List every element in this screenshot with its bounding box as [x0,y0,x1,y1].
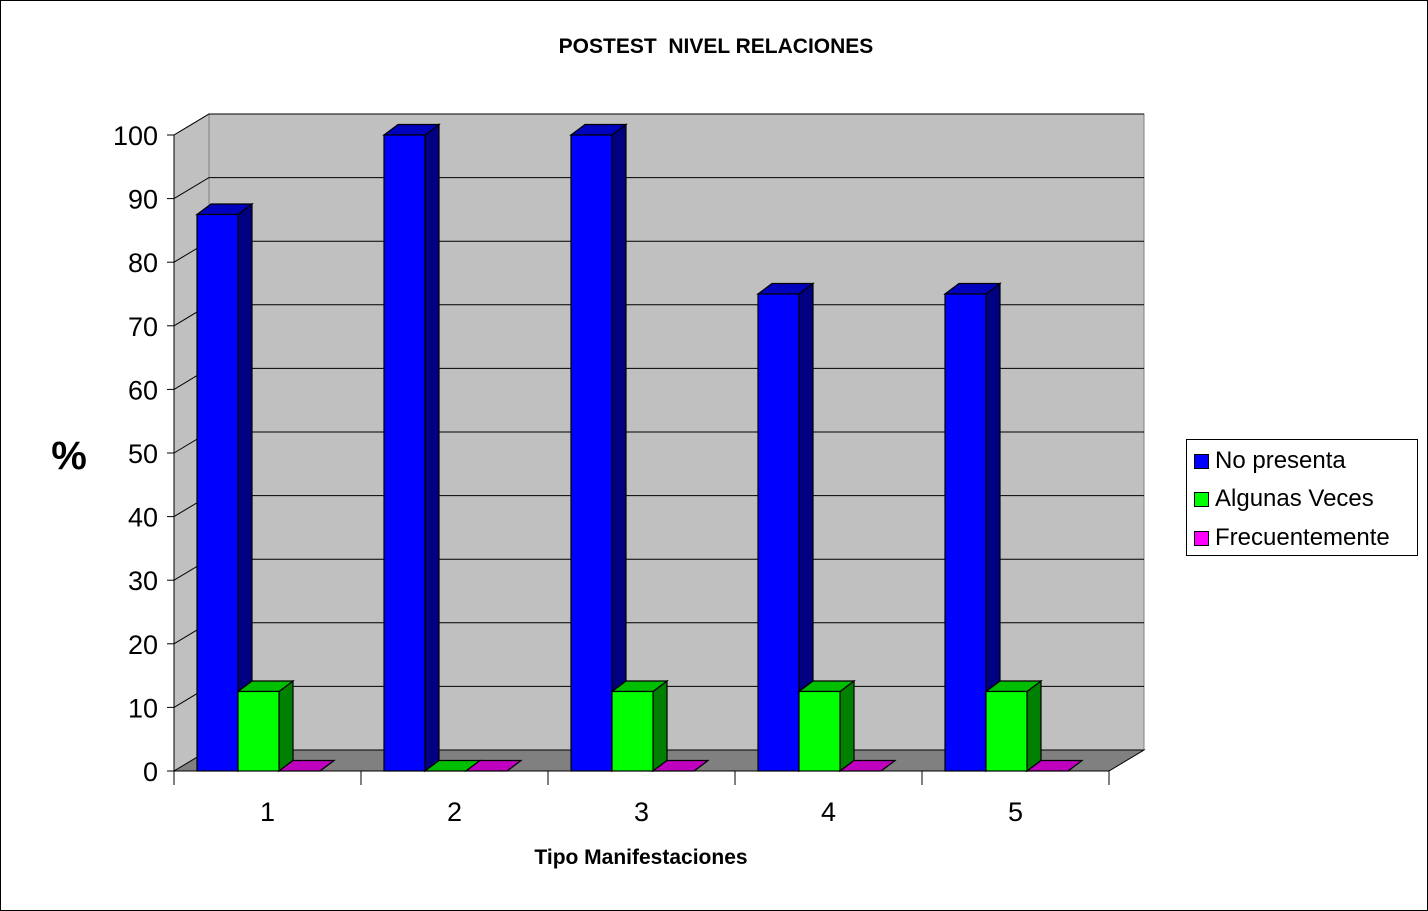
gridline [173,113,1144,136]
axes: 0 10 20 30 40 50 60 70 80 90 100 1 2 3 4 5 [113,121,1110,827]
bar-side [278,679,294,773]
y-tick-label: 100 [113,121,158,151]
bar-side [1026,679,1042,773]
legend-label: Frecuentemente [1215,524,1390,551]
y-tick-label: 10 [128,693,158,723]
x-tick-label: 1 [260,797,275,827]
gridline [173,177,1144,200]
bars [195,123,1084,773]
bar-front [798,690,841,772]
y-tick-label: 50 [128,439,158,469]
legend-swatch [1194,491,1209,507]
bar [569,123,628,773]
y-tick-label: 70 [128,312,158,342]
bar-front [944,293,987,772]
bar [236,679,295,773]
bar-side [652,679,668,773]
bar [984,679,1043,773]
bar-side [424,123,440,773]
y-tick-label: 20 [128,630,158,660]
legend-item-frecuentemente: Frecuentemente [1194,523,1390,553]
legend-label: No presenta [1215,447,1346,474]
y-tick-label: 0 [143,757,158,787]
y-tick-label: 60 [128,375,158,405]
legend: No presenta Algunas Veces Frecuentemente [1186,439,1418,556]
x-axis-label: Tipo Manifestaciones [534,846,747,869]
chart-title: POSTEST NIVEL RELACIONES [559,35,874,58]
y-tick-label: 90 [128,185,158,215]
bar-front [985,690,1028,772]
bar-front [383,134,426,772]
bar [943,282,1002,773]
x-tick-label: 3 [634,797,649,827]
bar-front [611,690,654,772]
bar [610,679,669,773]
y-tick-label: 80 [128,248,158,278]
y-tick-label: 40 [128,503,158,533]
x-tick-label: 2 [447,797,462,827]
x-tick-label: 5 [1008,797,1023,827]
legend-item-no-presenta: No presenta [1194,446,1346,476]
bar [651,759,710,772]
bar [464,759,523,772]
legend-swatch [1194,453,1209,469]
bar-front [237,690,280,772]
bar-side [611,123,627,773]
legend-swatch [1194,530,1209,546]
x-tick-label: 4 [821,797,836,827]
bar-front [196,213,239,772]
y-axis-label: % [51,434,87,478]
bar [382,123,441,773]
bar-front [570,134,613,772]
y-tick-label: 30 [128,566,158,596]
legend-label: Algunas Veces [1215,485,1374,512]
legend-item-algunas-veces: Algunas Veces [1194,484,1374,514]
bar [195,202,254,773]
bar [797,679,856,773]
bar-side [839,679,855,773]
bar-front [757,293,800,772]
